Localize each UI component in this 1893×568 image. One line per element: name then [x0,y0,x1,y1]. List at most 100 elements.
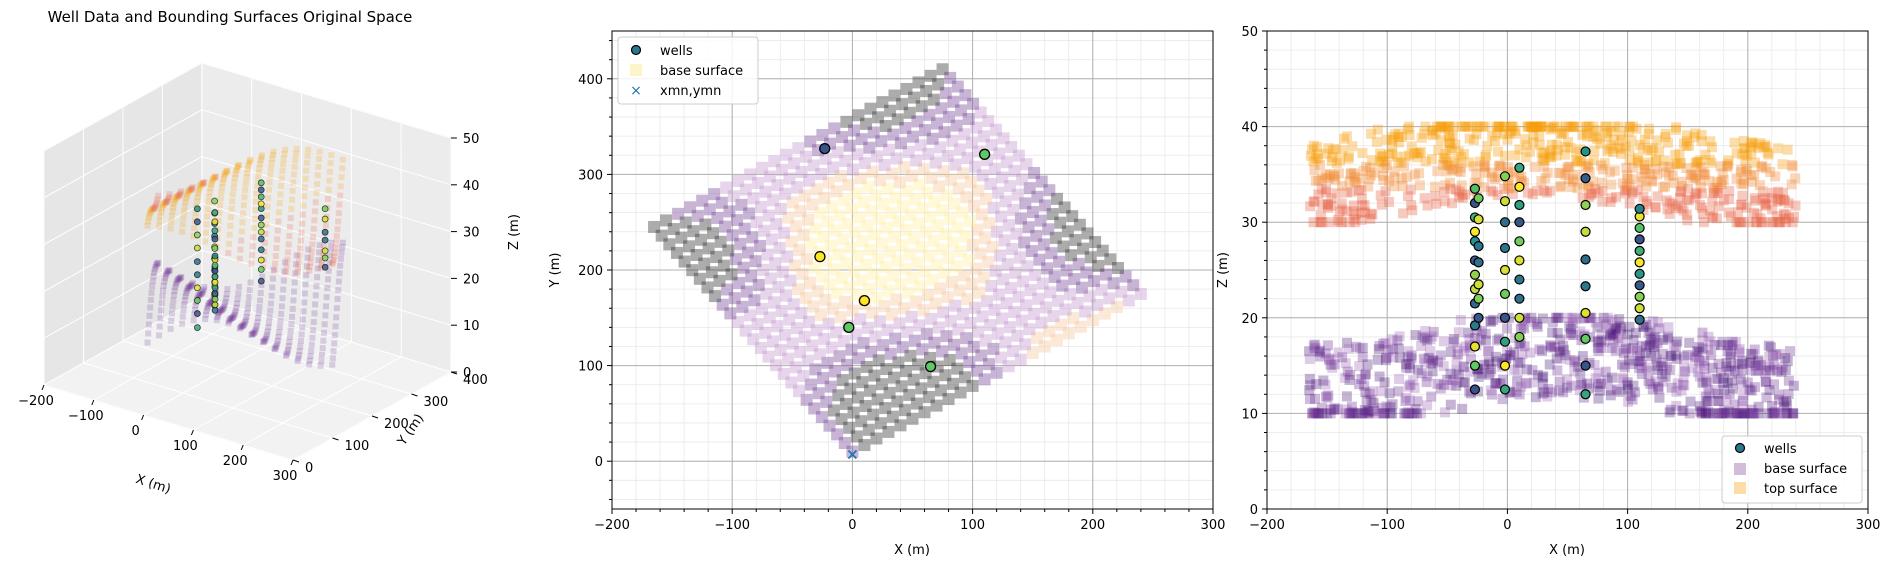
x-tick-3d [141,414,145,421]
top-surface-cell [1443,144,1454,155]
x-tick-label: −200 [594,518,630,533]
top-surface-cell [1409,148,1420,159]
base-surface-cell-3d [217,307,224,314]
base-surface-cell [1454,369,1465,380]
base-surface-cell [1627,359,1638,370]
base-surface-cell-3d [186,283,193,290]
top-surface-cell [1745,169,1756,180]
well-point-3d [257,221,265,229]
surface-cell [907,373,920,386]
surface-cell [961,293,974,306]
top-surface-cell [1761,141,1772,152]
top-surface-cell [1336,217,1347,228]
surface-cell [944,71,957,84]
base-surface-cell [1379,377,1390,388]
base-surface-cell [1364,388,1375,399]
top-surface-cell [1315,217,1326,228]
top-surface-cell-3d [227,222,234,229]
base-surface-cell [1464,343,1475,354]
surface-cell [855,133,868,146]
surface-cell [929,156,942,169]
x-tick-3d [240,444,244,451]
base-surface-cell [1770,408,1781,419]
surface-cell [956,308,969,321]
surface-cell [955,104,968,117]
x-tick-label: 100 [1615,518,1640,533]
base-surface-cell-3d [312,292,319,299]
base-surface-cell [1492,335,1503,346]
surface-cell [938,267,951,280]
base-surface-cell [1649,344,1660,355]
top-surface-cell [1582,162,1593,173]
surface-cell [976,310,989,323]
surface-cell [974,247,987,260]
top-surface-cell [1572,157,1583,168]
top-surface-cell-3d [337,192,344,199]
well-point [1473,293,1484,304]
surface-cell [901,326,914,339]
top-surface-cell [1348,200,1359,211]
base-surface-cell [1721,394,1732,405]
top-surface-cell-3d [242,180,249,187]
base-surface-cell [1676,385,1687,396]
top-surface-cell [1696,202,1707,213]
top-surface-cell-3d [294,269,301,276]
top-surface-cell [1536,147,1547,158]
surface-cell [856,376,869,389]
top-surface-cell-3d [204,213,211,220]
x-tick-label: 0 [848,518,856,533]
base-surface-cell-3d [289,313,296,320]
base-surface-cell-3d [324,276,331,283]
base-surface-cell [1753,355,1764,366]
base-surface-cell [1767,408,1778,419]
base-surface-cell-3d [163,270,170,277]
base-surface-cell [1782,399,1793,410]
surface-cell [660,214,673,227]
base-surface-cell [1653,381,1664,392]
top-surface-cell [1762,147,1773,158]
surface-cell [773,242,786,255]
surface-cell [979,334,992,347]
base-surface-cell [1648,333,1659,344]
base-surface-cell-3d [287,327,294,334]
top-surface-cell [1371,136,1382,147]
base-surface-cell-3d [249,331,256,338]
surface-cell [1022,221,1035,234]
top-surface-cell [1510,125,1521,136]
well-point-3d [193,297,201,304]
surface-cell [945,173,958,186]
top-surface-cell [1622,169,1633,180]
base-surface-cell [1464,334,1475,345]
base-surface-cell-3d [229,314,236,321]
base-surface-cell [1623,396,1634,407]
top-surface-cell-3d [149,206,156,213]
top-surface-cell [1427,125,1438,136]
top-surface-cell [1525,121,1536,132]
base-surface-cell [1733,358,1744,369]
base-surface-cell [1703,408,1714,419]
base-surface-cell [1459,377,1470,388]
y-axis-label-section: Z (m) [1216,252,1231,288]
top-surface-cell [1543,121,1554,132]
well-point [1514,162,1525,173]
base-surface-cell-3d [243,313,250,320]
surface-cell [871,393,884,406]
top-surface-cell-3d [332,245,339,252]
surface-cell [951,221,964,234]
surface-cell [818,332,831,345]
base-surface-cell-3d [286,338,293,345]
base-surface-cell [1517,349,1528,360]
base-surface-cell [1725,340,1736,351]
well-point [1580,281,1591,292]
base-surface-cell [1405,379,1416,390]
surface-cell [939,369,952,382]
base-surface-cell [1700,371,1711,382]
base-surface-cell [1314,345,1325,356]
top-surface-cell [1704,175,1715,186]
surface-cell [918,124,931,137]
top-surface-cell [1527,189,1538,200]
base-surface-cell-3d [236,325,243,332]
top-surface-cell [1356,185,1367,196]
base-surface-cell-3d [301,290,308,297]
top-surface-cell-3d [148,207,155,214]
